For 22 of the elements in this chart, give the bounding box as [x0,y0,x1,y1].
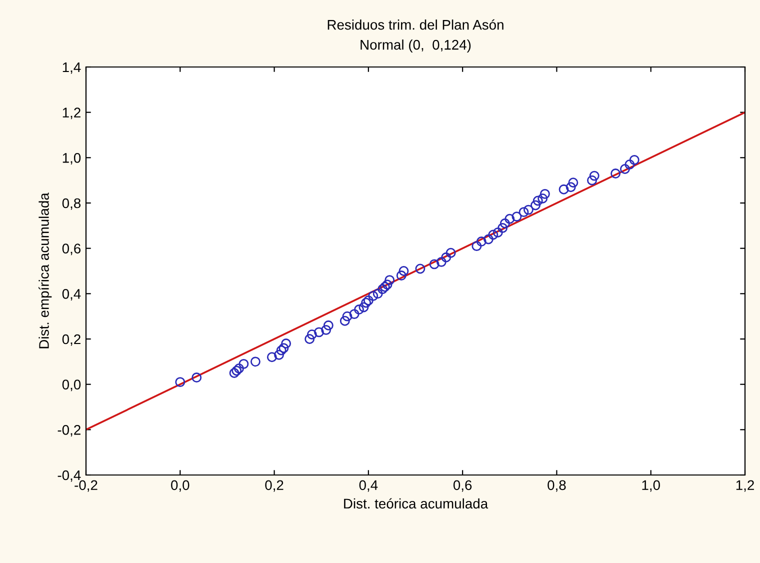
x-tick-label: 1,2 [736,480,754,492]
chart-title: Residuos trim. del Plan Asón [328,19,504,30]
x-tick-label: 0,4 [359,480,378,492]
y-tick-label: -0,2 [58,425,80,436]
x-tick-label: 1,0 [642,480,660,492]
chart-subtitle: Normal (0, 0,124) [360,40,471,52]
x-tick-label: 0,0 [171,480,190,492]
x-axis-title: Dist. teórica acumulada [344,498,488,509]
y-tick-label: 0,4 [62,289,81,300]
y-tick-label: 1,0 [62,153,81,164]
y-tick-label: 1,4 [62,62,81,74]
y-tick-label: 1,2 [62,108,80,120]
y-tick-label: -0,4 [58,470,81,482]
y-tick-label: 0,0 [62,380,81,392]
x-tick-label: 0,8 [548,480,566,492]
y-tick-label: 0,2 [62,334,80,346]
x-tick-label: 0,6 [453,480,472,492]
x-tick-label: 0,2 [265,480,284,492]
y-tick-label: 0,8 [62,198,81,210]
y-tick-label: 0,6 [62,244,81,256]
x-tick-label: -0,2 [74,480,98,492]
y-axis-title: Dist. empírica acumulada [38,192,52,348]
